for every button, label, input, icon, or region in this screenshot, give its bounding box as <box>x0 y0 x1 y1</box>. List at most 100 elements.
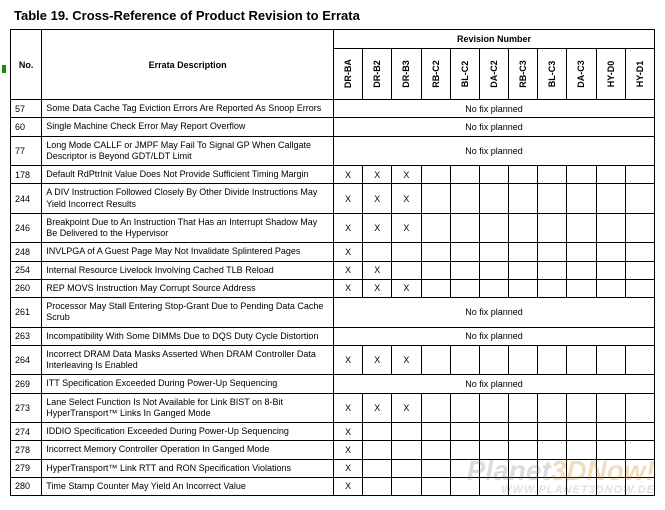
cell-mark <box>596 345 625 375</box>
cell-desc: REP MOVS Instruction May Corrupt Source … <box>42 279 334 297</box>
cell-nofix: No fix planned <box>333 327 654 345</box>
cell-mark <box>450 441 479 459</box>
cell-mark <box>596 261 625 279</box>
cell-mark <box>421 261 450 279</box>
errata-table: No. Errata Description Revision Number D… <box>10 29 655 496</box>
cell-desc: Breakpoint Due to An Instruction That Ha… <box>42 213 334 243</box>
cell-no: 263 <box>11 327 42 345</box>
table-row: 77Long Mode CALLF or JMPF May Fail To Si… <box>11 136 655 166</box>
cell-mark <box>596 423 625 441</box>
cell-no: 261 <box>11 298 42 328</box>
cell-mark <box>567 345 596 375</box>
col-header-rev: BL-C2 <box>450 49 479 100</box>
cell-mark <box>625 166 654 184</box>
cell-mark: X <box>363 345 392 375</box>
cell-mark: X <box>392 166 421 184</box>
table-row: 280Time Stamp Counter May Yield An Incor… <box>11 477 655 495</box>
cell-mark <box>509 459 538 477</box>
cell-mark <box>538 166 567 184</box>
cell-no: 269 <box>11 375 42 393</box>
cell-mark: X <box>363 166 392 184</box>
cell-no: 280 <box>11 477 42 495</box>
cell-mark <box>479 441 508 459</box>
cell-mark <box>450 243 479 261</box>
cell-mark <box>479 423 508 441</box>
cell-mark <box>625 459 654 477</box>
cell-mark <box>538 441 567 459</box>
cell-mark <box>392 423 421 441</box>
cell-mark <box>363 459 392 477</box>
cell-mark <box>392 441 421 459</box>
cell-mark <box>567 423 596 441</box>
cell-mark <box>421 441 450 459</box>
cell-desc: Incorrect Memory Controller Operation In… <box>42 441 334 459</box>
table-row: 246Breakpoint Due to An Instruction That… <box>11 213 655 243</box>
cell-mark: X <box>333 243 362 261</box>
table-row: 244A DIV Instruction Followed Closely By… <box>11 184 655 214</box>
cell-mark <box>538 477 567 495</box>
cell-mark <box>567 279 596 297</box>
cell-mark: X <box>392 279 421 297</box>
cell-mark: X <box>333 441 362 459</box>
cell-mark <box>479 477 508 495</box>
col-header-rev: RB-C3 <box>509 49 538 100</box>
col-header-rev: DR-B2 <box>363 49 392 100</box>
cell-mark <box>596 477 625 495</box>
cell-mark <box>625 184 654 214</box>
cell-mark <box>625 261 654 279</box>
cell-no: 246 <box>11 213 42 243</box>
cell-desc: HyperTransport™ Link RTT and RON Specifi… <box>42 459 334 477</box>
cell-mark <box>363 423 392 441</box>
cell-mark: X <box>363 393 392 423</box>
cell-mark: X <box>363 261 392 279</box>
cell-no: 57 <box>11 100 42 118</box>
cell-mark <box>392 243 421 261</box>
cell-mark: X <box>333 261 362 279</box>
cell-mark <box>509 184 538 214</box>
table-row: 263Incompatibility With Some DIMMs Due t… <box>11 327 655 345</box>
cell-mark <box>421 477 450 495</box>
cell-mark <box>538 345 567 375</box>
cell-mark: X <box>333 477 362 495</box>
cell-no: 244 <box>11 184 42 214</box>
cell-no: 273 <box>11 393 42 423</box>
cell-mark <box>625 441 654 459</box>
cell-mark <box>450 279 479 297</box>
cell-no: 260 <box>11 279 42 297</box>
cell-no: 254 <box>11 261 42 279</box>
cell-mark <box>567 184 596 214</box>
cell-mark: X <box>333 166 362 184</box>
cell-nofix: No fix planned <box>333 118 654 136</box>
cell-mark <box>596 393 625 423</box>
col-header-rev: DA-C3 <box>567 49 596 100</box>
cell-mark: X <box>333 423 362 441</box>
cell-mark <box>509 477 538 495</box>
cell-mark <box>421 213 450 243</box>
table-row: 248INVLPGA of A Guest Page May Not Inval… <box>11 243 655 261</box>
cell-mark <box>538 261 567 279</box>
cell-mark <box>538 459 567 477</box>
cell-mark: X <box>363 213 392 243</box>
cell-mark <box>479 213 508 243</box>
cell-mark <box>450 166 479 184</box>
cell-mark: X <box>392 184 421 214</box>
table-row: 261Processor May Stall Entering Stop-Gra… <box>11 298 655 328</box>
cell-no: 274 <box>11 423 42 441</box>
cell-mark <box>567 477 596 495</box>
cell-mark <box>567 459 596 477</box>
cell-mark <box>509 243 538 261</box>
cell-mark <box>421 459 450 477</box>
cell-mark <box>450 393 479 423</box>
cell-mark <box>596 243 625 261</box>
cell-nofix: No fix planned <box>333 100 654 118</box>
cell-no: 279 <box>11 459 42 477</box>
col-header-revnum: Revision Number <box>333 30 654 49</box>
table-row: 60Single Machine Check Error May Report … <box>11 118 655 136</box>
table-title: Table 19. Cross-Reference of Product Rev… <box>14 8 655 23</box>
cell-desc: Time Stamp Counter May Yield An Incorrec… <box>42 477 334 495</box>
cell-mark <box>479 345 508 375</box>
cell-desc: Single Machine Check Error May Report Ov… <box>42 118 334 136</box>
cell-mark <box>596 184 625 214</box>
cell-mark <box>625 213 654 243</box>
cell-desc: Some Data Cache Tag Eviction Errors Are … <box>42 100 334 118</box>
